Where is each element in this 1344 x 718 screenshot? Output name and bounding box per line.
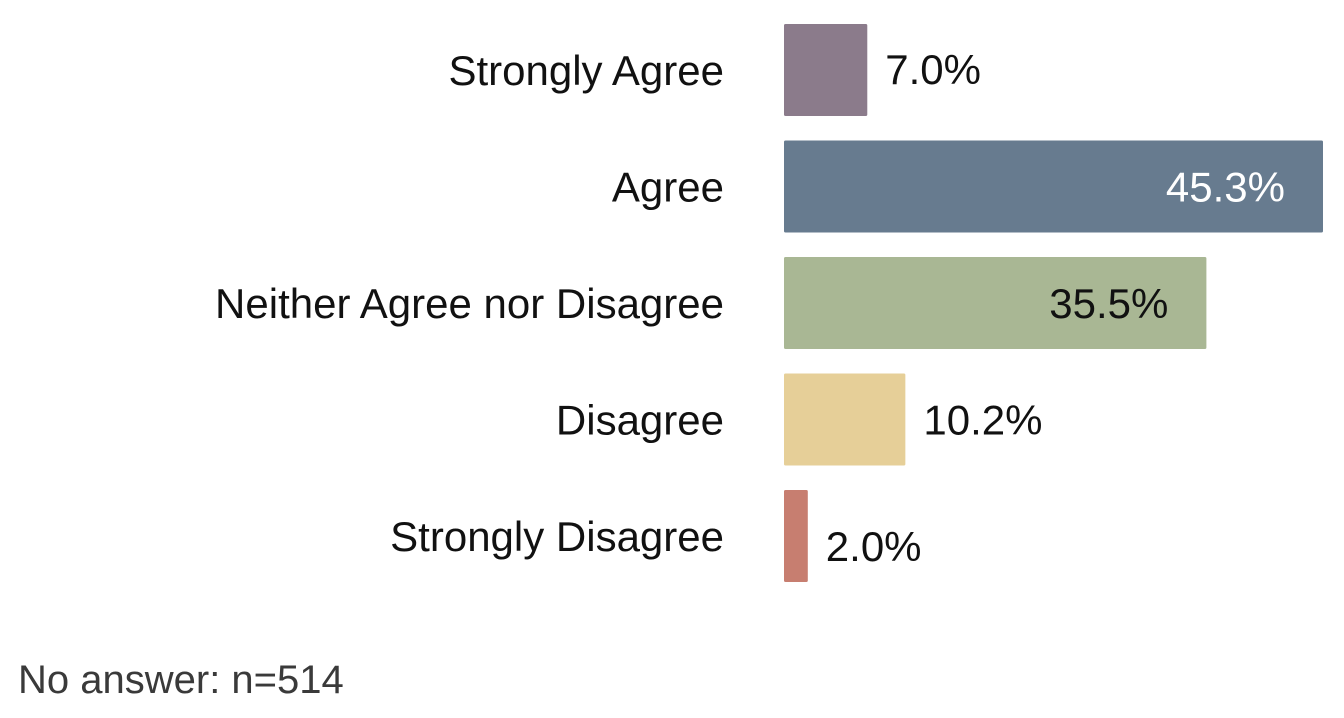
bars	[784, 24, 1323, 582]
bar-disagree	[784, 373, 906, 466]
category-label-strongly-disagree: Strongly Disagree	[390, 513, 724, 560]
value-label-neither-agree-nor-disagree: 35.5%	[1049, 280, 1168, 327]
category-labels: Strongly Agree Agree Neither Agree nor Dis…	[215, 47, 724, 560]
bar-strongly-disagree	[784, 490, 808, 582]
category-label-agree: Agree	[612, 164, 724, 211]
value-label-agree: 45.3%	[1166, 164, 1285, 211]
bar-neither-agree-nor-disagree	[784, 257, 1207, 349]
category-label-strongly-agree: Strongly Agree	[448, 47, 724, 94]
bar-strongly-agree	[784, 24, 868, 116]
bar-agree	[784, 140, 1323, 233]
value-label-disagree: 10.2%	[923, 397, 1042, 444]
value-labels: 7.0% 45.3% 35.5% 10.2% 2.0%	[826, 46, 1285, 570]
category-label-disagree: Disagree	[556, 397, 724, 444]
value-label-strongly-agree: 7.0%	[885, 46, 981, 93]
no-answer-footnote: No answer: n=514	[18, 658, 344, 702]
value-label-strongly-disagree: 2.0%	[826, 523, 922, 570]
category-label-neither-agree-nor-disagree: Neither Agree nor Disagree	[215, 280, 724, 327]
